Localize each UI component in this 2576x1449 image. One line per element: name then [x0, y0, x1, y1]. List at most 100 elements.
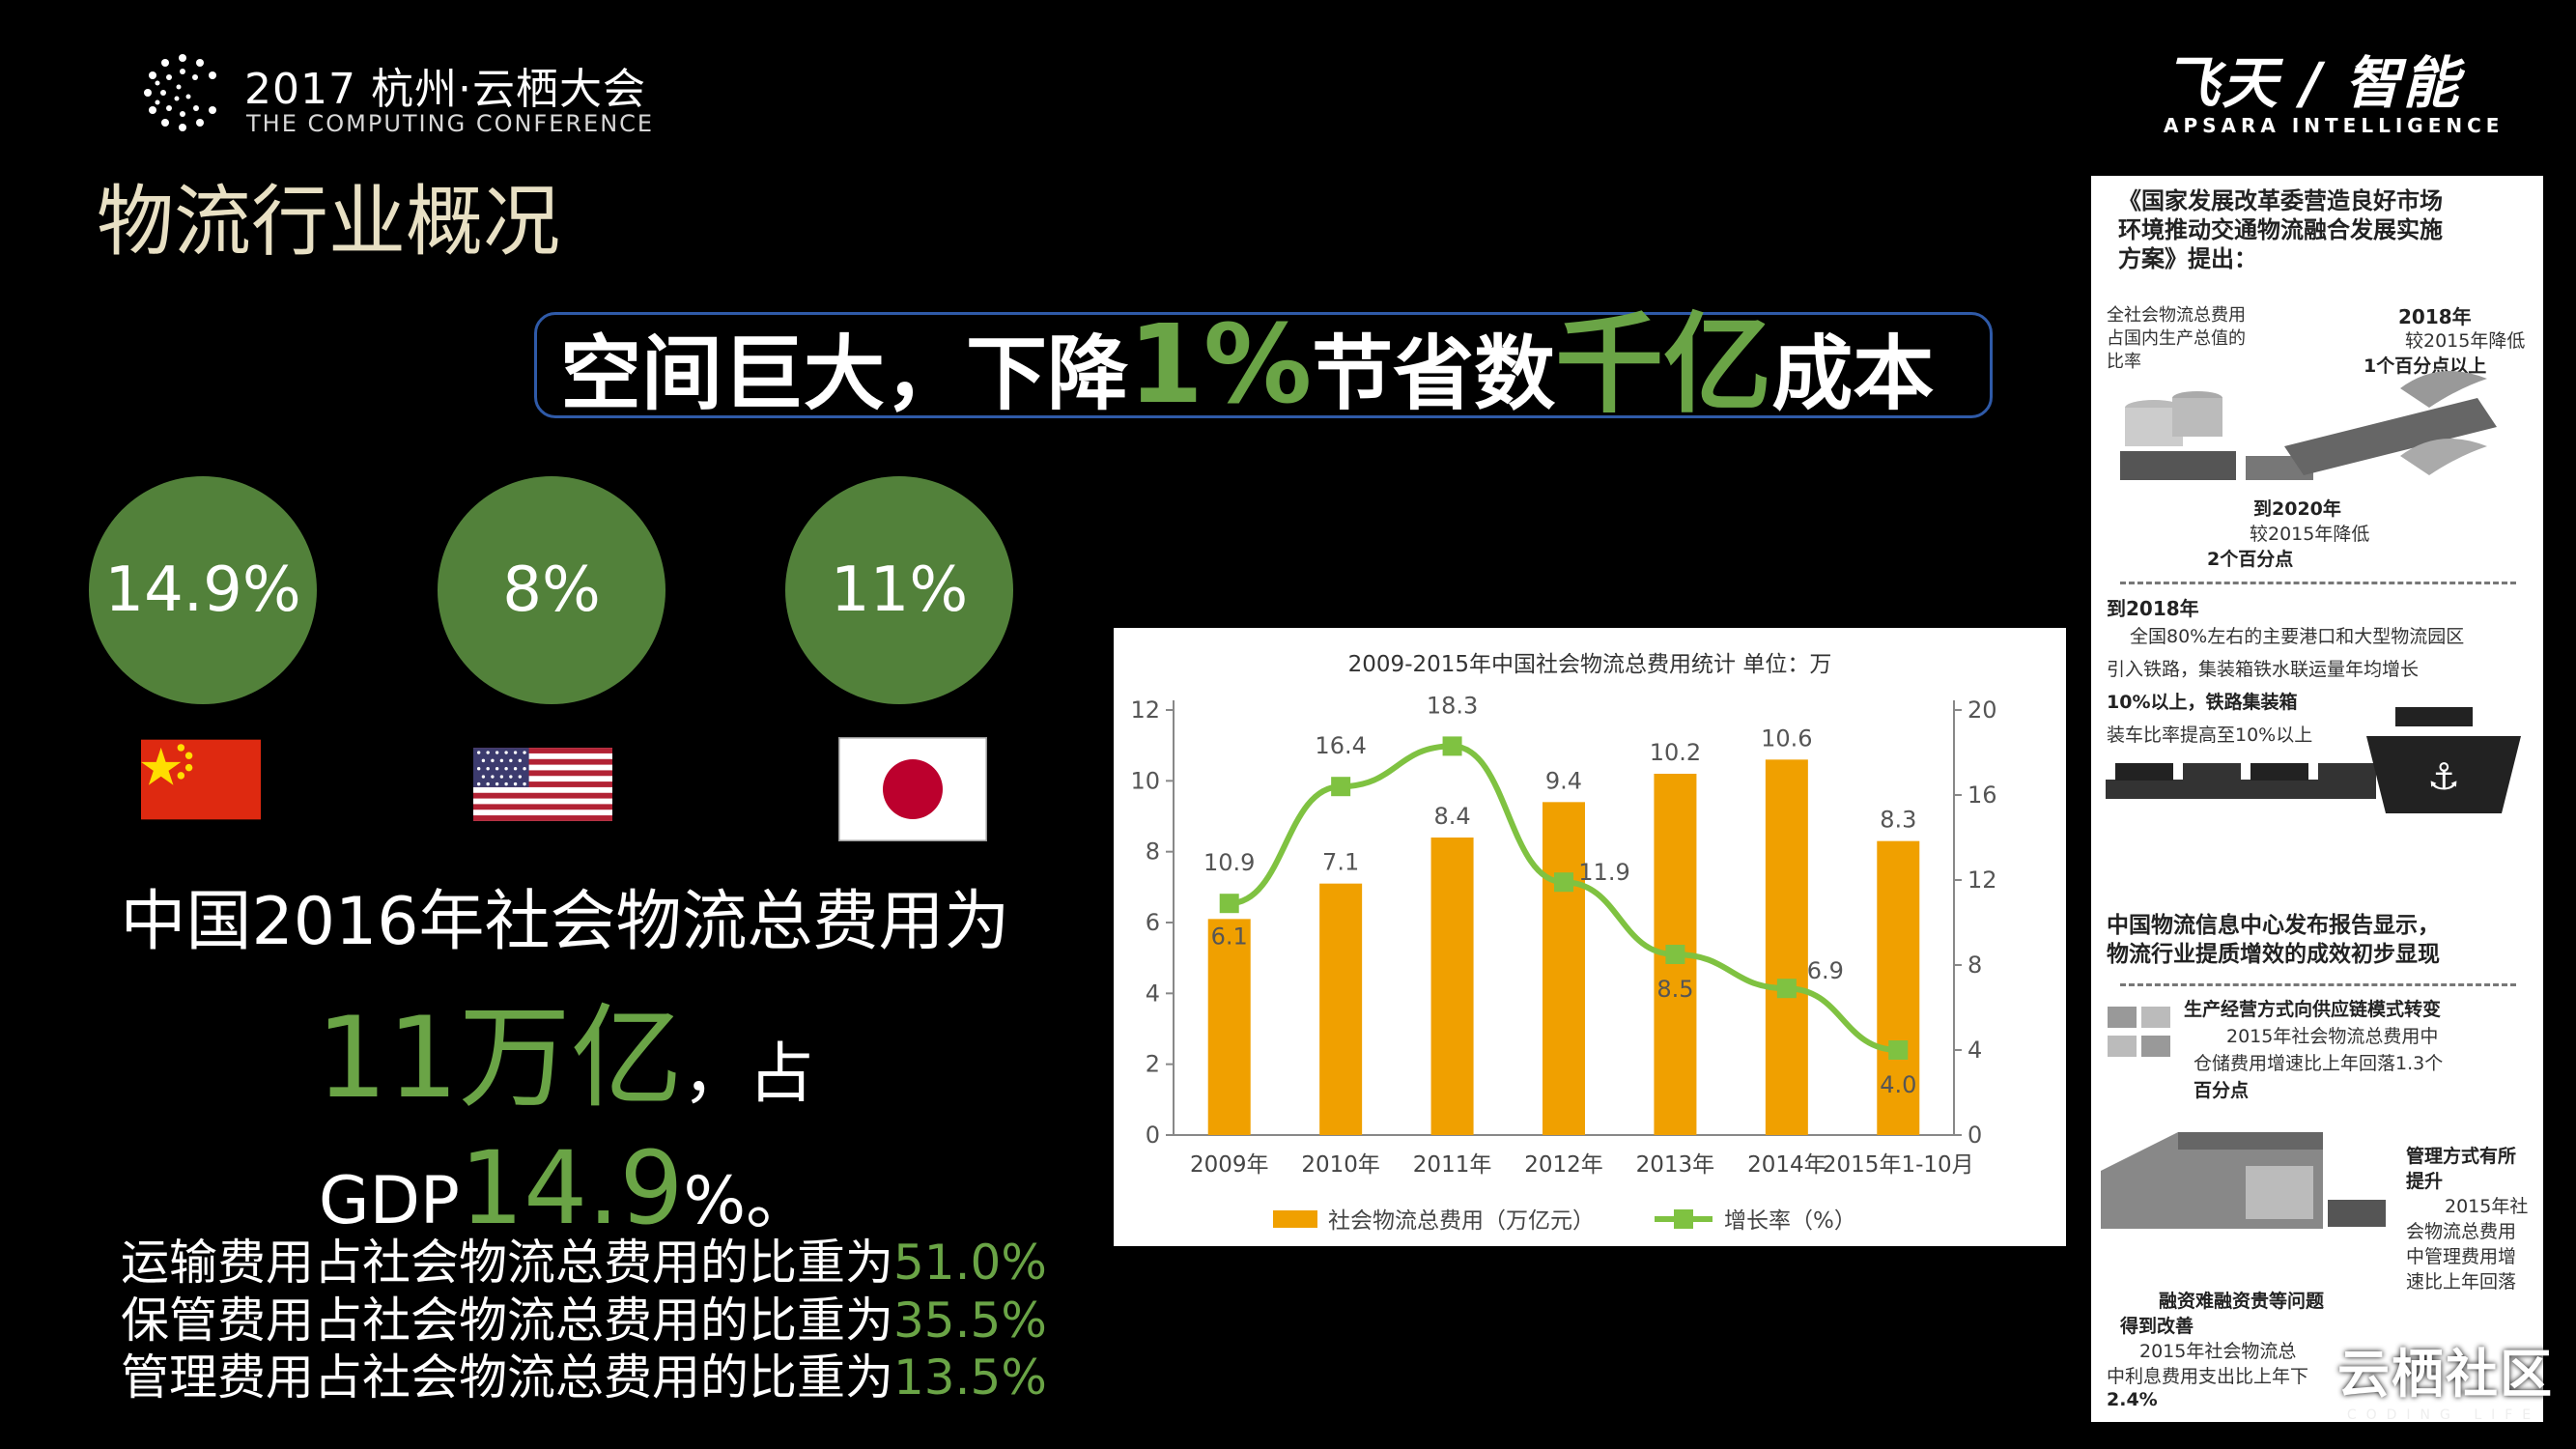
- headline-highlight-percent: 1%: [1128, 302, 1313, 428]
- legend-bar-swatch: [1273, 1210, 1317, 1228]
- y-right-tick-label: 20: [1967, 696, 1997, 724]
- summary-line3: GDP14.9%。: [58, 1129, 1072, 1247]
- watermark-main: 云栖社区: [2337, 1344, 2554, 1405]
- brand-main: 飞天 / 智能: [2164, 50, 2461, 116]
- watermark-sub: CODING LIFE: [2346, 1407, 2541, 1423]
- finance-line: 融资难融资贵等问题: [2159, 1291, 2325, 1312]
- share-label: 运输费用占社会物流总费用的比重为: [121, 1235, 893, 1291]
- line-value-label: 4.0: [1880, 1071, 1916, 1098]
- conference-logo: 2017 杭州·云栖大会 THE COMPUTING CONFERENCE: [140, 50, 652, 137]
- share-value: 13.5%: [893, 1350, 1047, 1406]
- usa-percent-circle: 8%: [438, 476, 665, 704]
- divider: [2120, 582, 2516, 584]
- china-percent: 14.9%: [104, 554, 301, 626]
- bar: [1765, 759, 1808, 1135]
- line-value-label: 10.9: [1203, 849, 1255, 876]
- logistics-cost-chart-panel: 2009-2015年中国社会物流总费用统计 单位：万 0 2 4 6 8 10 12 0 4 8 12…: [1114, 628, 2066, 1246]
- policy-info-panel: 《国家发展改革委营造良好市场 环境推动交通物流融合发展实施 方案》提出： 全社会…: [2091, 176, 2543, 1422]
- supply-line: 仓储费用增速比上年回落1.3个: [2194, 1053, 2444, 1074]
- supply-line: 生产经营方式向供应链模式转变: [2184, 999, 2442, 1020]
- y-left-tick-label: 12: [1130, 696, 1160, 724]
- x-tick-label: 2011年: [1413, 1152, 1492, 1178]
- rail-line: 引入铁路，集装箱铁水联运量年均增长: [2107, 659, 2420, 680]
- divider: [2120, 983, 2516, 986]
- usa-flag-icon: [473, 748, 612, 821]
- intro-line: 《国家发展改革委营造良好市场: [2118, 187, 2443, 214]
- report-line: 物流行业提质增效的成效初步显现: [2107, 942, 2440, 967]
- mgmt-line: 提升: [2406, 1171, 2444, 1192]
- logistics-cost-summary: 中国2016年社会物流总费用为 11万亿，占 GDP14.9%。: [58, 867, 1072, 1247]
- computing-conference-logo-icon: [144, 54, 216, 131]
- supply-line: 2015年社会物流总费用中: [2226, 1026, 2439, 1047]
- x-tick-label: 2013年: [1636, 1152, 1715, 1178]
- china-percent-circle: 14.9%: [89, 476, 317, 704]
- summary-mid: ，占: [682, 1037, 814, 1113]
- bar: [1877, 840, 1920, 1135]
- summary-gdp-value: 14.9: [459, 1129, 684, 1247]
- x-tick-label: 2012年: [1524, 1152, 1603, 1178]
- y2020-line: 到2020年: [2253, 498, 2341, 520]
- japan-flag-icon: [838, 737, 987, 841]
- rail-line: 10%以上，铁路集装箱: [2107, 692, 2298, 713]
- x-tick-label: 2015年1-10月: [1823, 1152, 1974, 1178]
- finance-line: 2.4%: [2107, 1389, 2158, 1410]
- bar-value-label: 6.1: [1211, 923, 1248, 950]
- headline-highlight-amount: 千亿: [1555, 302, 1772, 428]
- mgmt-line: 管理方式有所: [2406, 1146, 2517, 1167]
- x-tick-label: 2009年: [1190, 1152, 1269, 1178]
- headline-part1: 空间巨大，下降: [560, 327, 1129, 421]
- y2018-line: 较2015年降低: [2405, 330, 2526, 352]
- bar: [1319, 883, 1363, 1135]
- management-share: 管理费用占社会物流总费用的比重为13.5%: [121, 1339, 1047, 1408]
- y2018-line: 2018年: [2398, 305, 2472, 328]
- y-left-tick-label: 4: [1146, 980, 1160, 1007]
- bar-value-label: 8.4: [1433, 803, 1470, 830]
- japan-percent: 11%: [830, 554, 969, 626]
- svg-text:⚓: ⚓: [2427, 755, 2460, 798]
- y-right-tick-label: 8: [1967, 952, 1982, 979]
- finance-line: 得到改善: [2120, 1316, 2194, 1337]
- apsara-brand: 飞天 / 智能 APSARA INTELLIGENCE: [2164, 50, 2505, 137]
- line-value-label: 16.4: [1315, 732, 1366, 759]
- line-value-label: 18.3: [1427, 692, 1478, 719]
- conference-title: 2017 杭州·云栖大会: [244, 65, 646, 114]
- brand-sub: APSARA INTELLIGENCE: [2164, 114, 2505, 137]
- growth-marker: [1888, 1040, 1909, 1060]
- y2020-line: 2个百分点: [2207, 549, 2294, 570]
- y-right-tick-label: 12: [1967, 867, 1997, 894]
- rail-line: 全国80%左右的主要港口和大型物流园区: [2130, 626, 2465, 647]
- legend-bar-label: 社会物流总费用（万亿元）: [1328, 1208, 1595, 1234]
- x-tick-label: 2014年: [1747, 1152, 1826, 1178]
- finance-line: 中利息费用支出比上年下: [2107, 1366, 2309, 1387]
- bar-value-label: 7.1: [1322, 849, 1359, 876]
- chart-title: 2009-2015年中国社会物流总费用统计 单位：万: [1348, 652, 1832, 677]
- y2020-line: 较2015年降低: [2250, 524, 2370, 545]
- y-right-tick-label: 0: [1967, 1122, 1982, 1149]
- page-title: 物流行业概况: [97, 177, 560, 267]
- legend-line-label: 增长率（%）: [1724, 1208, 1856, 1234]
- rail-line: 装车比率提高至10%以上: [2107, 724, 2313, 746]
- growth-marker: [1776, 979, 1797, 999]
- x-tick-label: 2010年: [1301, 1152, 1380, 1178]
- usa-percent: 8%: [502, 554, 601, 626]
- summary-amount: 11万亿: [316, 993, 683, 1123]
- rail-line: 到2018年: [2107, 597, 2199, 620]
- growth-marker: [1442, 736, 1462, 756]
- y-left-tick-label: 8: [1146, 838, 1160, 866]
- cost-label-line: 占国内生产总值的: [2107, 328, 2246, 349]
- y-left-tick-label: 2: [1146, 1051, 1160, 1078]
- bar-value-label: 10.6: [1761, 724, 1812, 752]
- legend-line-marker: [1674, 1209, 1693, 1229]
- summary-line2: 11万亿，占: [58, 967, 1072, 1129]
- bar: [1543, 802, 1585, 1135]
- conference-subtitle: THE COMPUTING CONFERENCE: [246, 110, 655, 137]
- y-right-tick-label: 16: [1967, 781, 1997, 809]
- train-ship-illustration-icon: ⚓: [2106, 707, 2521, 813]
- line-value-label: 6.9: [1807, 957, 1844, 984]
- line-value-label: 8.5: [1656, 976, 1693, 1003]
- headline-banner: 空间巨大，下降1%节省数千亿成本: [534, 311, 1993, 421]
- cost-label-line: 比率: [2107, 352, 2141, 372]
- headline-part3: 成本: [1771, 327, 1935, 421]
- headline-part2: 节省数: [1312, 327, 1556, 421]
- y-left-tick-label: 0: [1146, 1122, 1160, 1149]
